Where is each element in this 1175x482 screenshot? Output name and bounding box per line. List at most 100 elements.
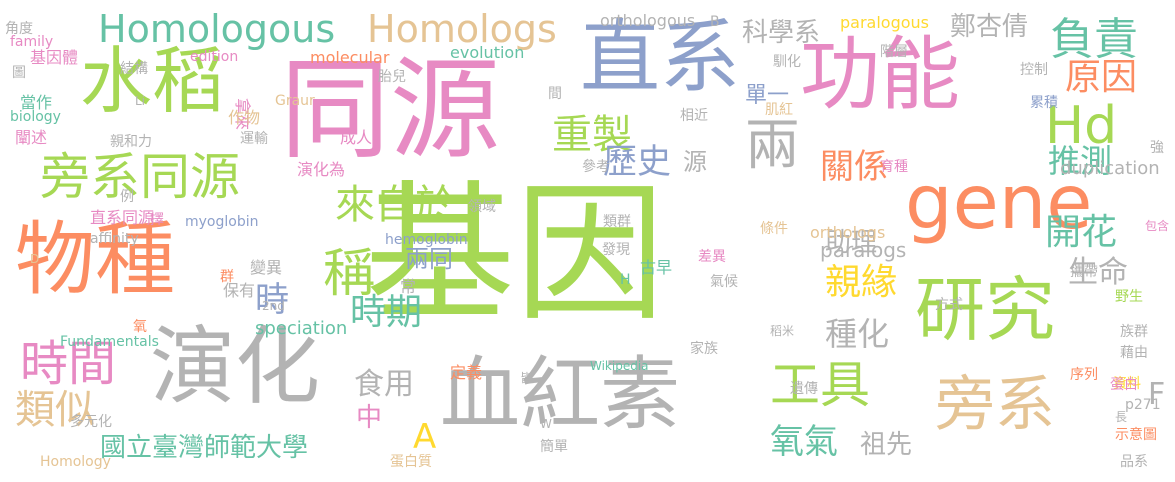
word: 重製: [552, 112, 632, 158]
word: 兩: [745, 113, 801, 177]
word: 基因體: [30, 48, 79, 67]
word: 族群: [1120, 324, 1148, 340]
word: 胎兒: [378, 69, 406, 85]
word: 時: [255, 280, 289, 320]
word: speciation: [255, 318, 348, 339]
word: 馴化: [773, 54, 801, 70]
word: 例: [120, 189, 134, 205]
word: 推測: [1048, 142, 1113, 180]
word: Wikipedia: [590, 359, 649, 373]
word: 差異: [698, 249, 726, 265]
word: 氧: [133, 319, 147, 335]
word: H: [620, 272, 631, 288]
word: 國立臺灣師範大學: [100, 433, 309, 463]
word: 氧氣: [770, 422, 838, 462]
word: 同源: [280, 46, 500, 174]
word: edition: [190, 49, 239, 65]
word: 運輸: [240, 131, 268, 147]
word: 參考: [582, 159, 610, 175]
word: 定義: [450, 363, 483, 382]
word: 發現: [602, 242, 630, 258]
word: 遺傳: [790, 381, 818, 397]
word: Homology: [40, 454, 111, 470]
word: Homologous: [98, 7, 336, 51]
word: 研究: [915, 269, 1055, 351]
word: Li: [135, 94, 146, 108]
word: 親和力: [110, 134, 152, 150]
word: B: [710, 14, 720, 30]
word: 家族: [690, 341, 718, 357]
word: 來自於: [335, 182, 455, 228]
word: 稱: [323, 244, 376, 304]
word: 血紅素: [440, 348, 680, 441]
word: orthologous: [600, 11, 696, 30]
word: 闡述: [15, 128, 48, 147]
word: 簡單: [540, 439, 568, 455]
word: biology: [10, 109, 61, 125]
word: 攜帶: [1070, 264, 1098, 280]
word: 祖先: [860, 430, 913, 460]
word: paralogous: [840, 13, 929, 32]
word: p271: [1125, 397, 1161, 413]
word: 單一: [745, 83, 790, 108]
word: 原因: [1065, 57, 1138, 98]
word: evolution: [450, 43, 525, 62]
word: 演化: [150, 318, 321, 417]
word: 基因: [365, 168, 666, 342]
word: D: [30, 252, 40, 266]
word: 歷史: [603, 142, 671, 182]
word: 種化: [825, 315, 890, 353]
word: 2nd: [262, 299, 285, 313]
word: 相近: [680, 108, 708, 124]
word: 類群: [603, 214, 631, 230]
word: 結構: [120, 61, 148, 77]
word: 旁系同源: [40, 148, 240, 206]
word: 演化為: [297, 160, 346, 179]
word: 助理: [825, 228, 878, 258]
word: 變異: [250, 258, 283, 277]
word: 源: [683, 148, 707, 176]
word: 物種: [15, 213, 175, 306]
word: 直系同源: [90, 208, 155, 227]
word: Fundamentals: [60, 334, 159, 350]
word: 科學系: [742, 18, 821, 48]
word: 生命: [1068, 255, 1128, 290]
word: 強: [1150, 140, 1164, 156]
word: paralogs: [820, 238, 907, 262]
word: 作物: [228, 108, 261, 127]
word: 旁系: [935, 370, 1055, 440]
word: 水稻: [80, 39, 225, 123]
word: 當作: [20, 93, 53, 112]
word: 野生: [1115, 289, 1143, 305]
word: gene: [905, 158, 1093, 246]
word: 控制: [1020, 62, 1048, 78]
word: molecular: [310, 48, 390, 67]
word: 品系: [1120, 454, 1148, 470]
word: orthologs: [810, 223, 886, 242]
word: 中: [356, 403, 383, 433]
word: W: [540, 417, 552, 431]
word: 育種: [880, 159, 908, 175]
word: 擇: [150, 212, 164, 228]
word: 長: [1115, 410, 1128, 424]
word: duplication: [1060, 158, 1160, 179]
word: 階層: [880, 44, 908, 60]
word: 累積: [1030, 95, 1058, 111]
word: 負責: [1050, 14, 1138, 65]
word: 古早: [640, 258, 673, 277]
word: 氣候: [710, 274, 738, 290]
word: 工具: [770, 356, 870, 414]
word: myoglobin: [185, 214, 259, 230]
word: 直系: [580, 11, 740, 104]
word: Hd: [1045, 96, 1118, 156]
word: 蛋白: [1110, 377, 1138, 393]
word: 領域: [468, 199, 496, 215]
word: 常: [400, 277, 417, 296]
word: hemoglobin: [385, 232, 468, 248]
word: A: [413, 417, 437, 457]
word: 親緣: [825, 262, 898, 303]
word: 蛋白質: [390, 454, 432, 470]
word: 稻米: [770, 324, 795, 338]
word: 關係: [820, 147, 888, 187]
